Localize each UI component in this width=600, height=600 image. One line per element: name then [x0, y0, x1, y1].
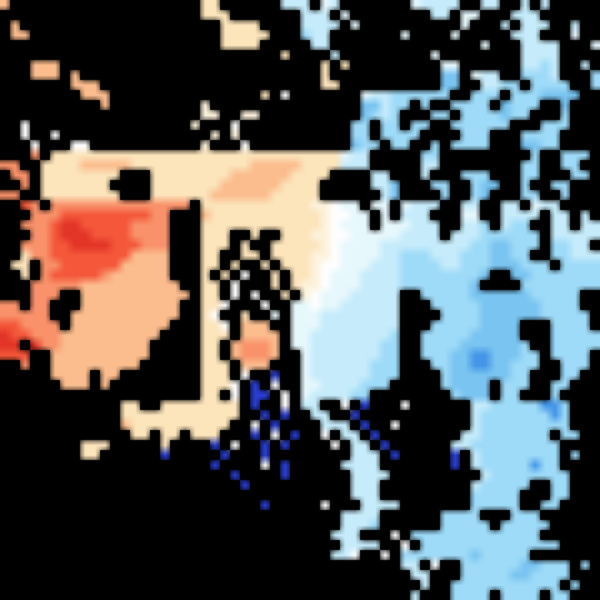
heatmap-stage — [0, 0, 600, 600]
heatmap-raster — [0, 0, 600, 600]
